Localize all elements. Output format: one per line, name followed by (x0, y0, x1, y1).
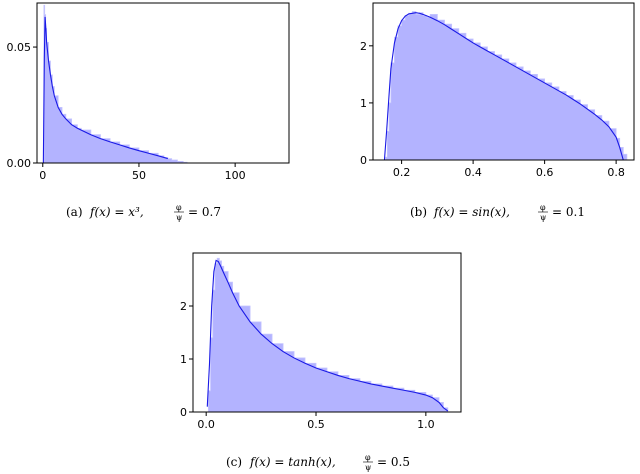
panel-b-caption-frac-num: φ (540, 203, 546, 212)
panel-b-histogram (385, 11, 628, 160)
panel-a-caption-value: = 0.7 (188, 205, 221, 219)
panel-b-density-line (383, 12, 624, 160)
panel-a-xtick-label: 0 (39, 169, 46, 182)
panel-a-frame (36, 2, 290, 164)
panel-a-density-line (42, 16, 168, 163)
panel-c-ytick-label: 1 (180, 353, 187, 366)
panel-b-frame (372, 2, 635, 161)
panel-c-caption-value: = 0.5 (377, 455, 410, 469)
panel-b-caption-prefix: (b) (410, 205, 427, 219)
panel-a-xtick-label: 50 (132, 169, 146, 182)
panel-b-ytick-label: 2 (360, 40, 367, 53)
panel-a-ytick-label: 0.05 (7, 41, 32, 54)
panel-c-caption-frac-den: ψ (365, 463, 371, 472)
panel-b-plot-area (383, 11, 628, 160)
panel-b-caption-value: = 0.1 (552, 205, 585, 219)
panel-b-ytick-label: 0 (360, 154, 367, 167)
panel-a-caption-frac-den: ψ (176, 213, 182, 222)
panel-a-histogram (43, 4, 188, 163)
panel-c: 0.0 0.5 1.0 0 1 2 (c) f(x) = tanh(x), φ ψ = 0… (180, 252, 462, 472)
panel-c-caption-func: f(x) = tanh(x), (249, 455, 336, 469)
panel-b: 0.2 0.4 0.6 0.8 0 1 2 (b) f(x) = sin(x), φ ψ =… (360, 2, 635, 222)
panel-a-plot-area (42, 4, 188, 163)
panel-b-xtick-label: 0.4 (464, 166, 482, 179)
panel-a-caption-func: f(x) = x³, (89, 205, 144, 219)
panel-a-caption-frac-num: φ (176, 203, 182, 212)
panel-a-ytick-label: 0.00 (7, 157, 32, 170)
panel-b-ytick-label: 1 (360, 97, 367, 110)
panel-c-xtick-label: 1.0 (417, 418, 435, 431)
panel-b-xtick-label: 0.6 (536, 166, 554, 179)
panel-c-caption-frac-num: φ (365, 453, 371, 462)
panel-a-xtick-label: 100 (225, 169, 246, 182)
panel-c-caption-prefix: (c) (226, 455, 242, 469)
panel-a-caption-prefix: (a) (66, 205, 83, 219)
panel-c-axes: 0.0 0.5 1.0 0 1 2 (180, 300, 435, 431)
panel-c-xtick-label: 0.0 (197, 418, 215, 431)
panel-c-histogram (207, 257, 449, 412)
panel-c-xtick-label: 0.5 (307, 418, 325, 431)
panel-b-axes: 0.2 0.4 0.6 0.8 0 1 2 (360, 40, 625, 179)
panel-b-xtick-label: 0.8 (607, 166, 625, 179)
panel-b-xtick-label: 0.2 (393, 166, 411, 179)
panel-a: 0 50 100 0.00 0.05 (a) f(x) = x³, φ ψ = 0.7 (7, 2, 290, 222)
panel-b-caption-frac-den: ψ (540, 213, 546, 222)
panel-c-plot-area (206, 257, 449, 412)
panel-b-caption-func: f(x) = sin(x), (433, 205, 510, 219)
panel-c-frame (192, 252, 462, 413)
panel-c-density-line (206, 259, 449, 412)
panel-c-ytick-label: 0 (180, 406, 187, 419)
panel-c-ytick-label: 2 (180, 300, 187, 313)
panel-a-axes: 0 50 100 0.00 0.05 (7, 41, 246, 182)
